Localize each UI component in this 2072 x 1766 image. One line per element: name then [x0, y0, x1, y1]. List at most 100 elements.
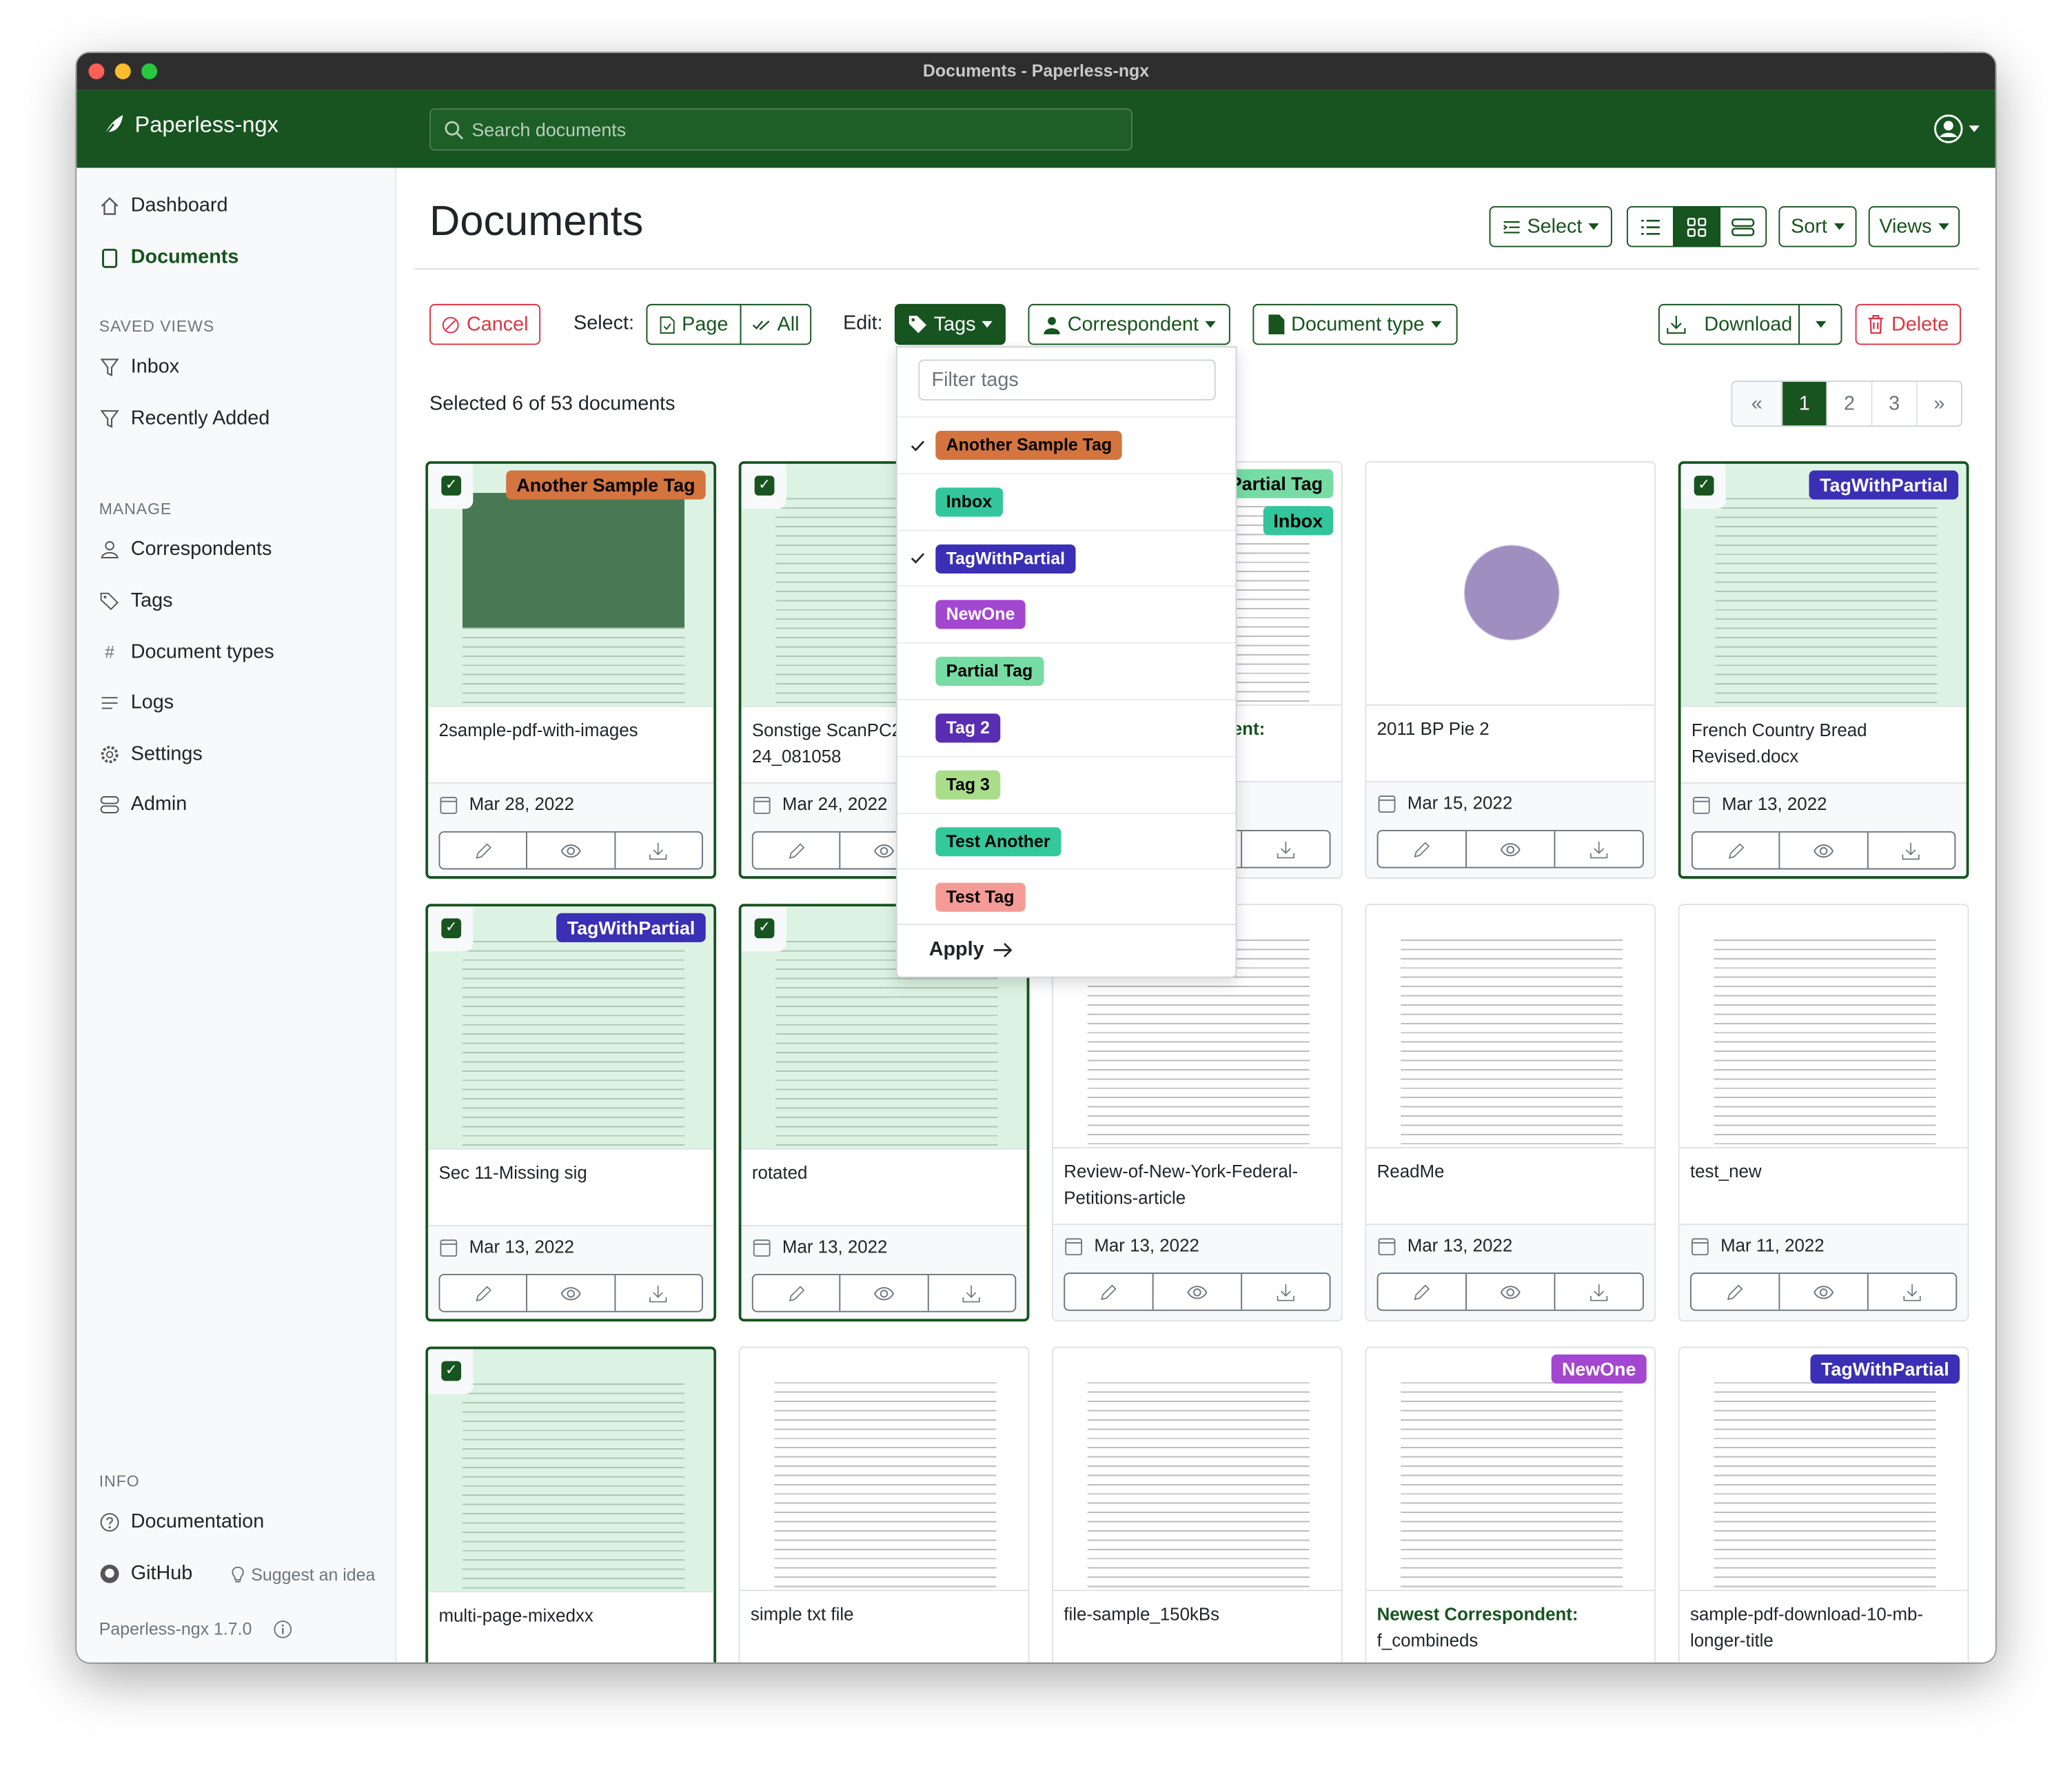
tag-option[interactable]: Inbox — [897, 472, 1236, 529]
document-thumbnail[interactable] — [428, 906, 714, 1150]
sidebar-item-github[interactable]: GitHub — [99, 1562, 192, 1585]
tag-badge[interactable]: NewOne — [1551, 1354, 1647, 1384]
document-card[interactable]: file-sample_150kBs — [1052, 1346, 1343, 1663]
edit-button[interactable] — [1692, 1274, 1779, 1310]
apply-button[interactable]: Apply — [929, 938, 1013, 961]
download-button[interactable] — [1241, 1274, 1329, 1310]
sidebar-item-documentation[interactable]: Documentation — [99, 1510, 264, 1533]
sidebar-item-logs[interactable]: Logs — [99, 691, 174, 713]
download-button[interactable] — [927, 1275, 1015, 1311]
sidebar-item-dashboard[interactable]: Dashboard — [99, 194, 227, 216]
edit-button[interactable] — [753, 833, 840, 869]
sidebar-item-settings[interactable]: Settings — [99, 742, 203, 765]
document-thumbnail[interactable] — [428, 1349, 714, 1593]
close-window-button[interactable] — [88, 63, 105, 80]
document-title[interactable]: Sec 11-Missing sig — [438, 1160, 676, 1186]
document-thumbnail[interactable] — [740, 1348, 1028, 1592]
select-checkbox[interactable]: ✓ — [741, 463, 786, 509]
document-card[interactable]: ✓ TagWithPartial Sec 11-Missing sig Mar … — [425, 904, 717, 1322]
document-card[interactable]: ✓ TagWithPartial French Country Bread Re… — [1678, 461, 1969, 879]
preview-button[interactable] — [526, 832, 614, 869]
document-thumbnail[interactable] — [1053, 1348, 1341, 1592]
preview-button[interactable] — [1465, 1274, 1554, 1310]
document-title[interactable]: 2sample-pdf-with-images — [438, 718, 676, 744]
tag-option[interactable]: Test Another — [897, 812, 1236, 869]
user-menu[interactable] — [1933, 114, 1980, 144]
preview-button[interactable] — [1465, 831, 1554, 867]
document-title[interactable]: rotated — [752, 1160, 990, 1186]
correspondent-label[interactable]: Newest Correspondent: — [1377, 1604, 1578, 1625]
select-checkbox[interactable]: ✓ — [428, 1349, 474, 1394]
sidebar-item-document-types[interactable]: # Document types — [99, 641, 274, 664]
preview-button[interactable] — [1152, 1274, 1241, 1310]
document-thumbnail[interactable] — [1366, 1348, 1655, 1592]
pagination-next[interactable]: » — [1916, 382, 1961, 426]
delete-button[interactable]: Delete — [1855, 303, 1961, 345]
sidebar-item-recently-added[interactable]: Recently Added — [99, 407, 270, 429]
document-thumbnail[interactable] — [1679, 1348, 1968, 1592]
edit-button[interactable] — [1379, 831, 1466, 867]
document-thumbnail[interactable] — [1366, 462, 1655, 706]
document-card[interactable]: 2011 BP Pie 2 Mar 15, 2022 — [1365, 461, 1656, 879]
sidebar-item-inbox[interactable]: Inbox — [99, 356, 179, 378]
small-cards-view-button[interactable] — [1673, 206, 1721, 247]
tag-badge[interactable]: TagWithPartial — [1809, 470, 1959, 500]
document-thumbnail[interactable] — [428, 463, 714, 707]
cancel-button[interactable]: Cancel — [429, 303, 541, 345]
tag-badge[interactable]: Inbox — [1263, 506, 1334, 536]
download-button[interactable] — [1867, 1274, 1956, 1310]
document-title[interactable]: French Country Bread Revised.docx — [1692, 718, 1929, 771]
document-card[interactable]: ✓ multi-page-mixedxx — [425, 1346, 717, 1663]
minimize-window-button[interactable] — [114, 63, 131, 80]
document-thumbnail[interactable] — [1680, 463, 1967, 707]
preview-button[interactable] — [839, 832, 927, 869]
correspondent-bulk-edit-button[interactable]: Correspondent — [1028, 303, 1230, 345]
document-title[interactable]: Review-of-New-York-Federal-Petitions-art… — [1064, 1159, 1301, 1212]
document-title[interactable]: Newest Correspondent: f_combineds — [1377, 1602, 1615, 1655]
pagination-prev[interactable]: « — [1732, 382, 1782, 426]
edit-button[interactable] — [1065, 1274, 1152, 1310]
select-page-button[interactable]: Page — [646, 303, 742, 345]
document-card[interactable]: ReadMe Mar 13, 2022 — [1365, 904, 1656, 1322]
tag-badge[interactable]: Partial Tag — [1219, 469, 1334, 498]
download-button[interactable] — [613, 832, 702, 869]
tag-option[interactable]: TagWithPartial — [897, 529, 1236, 586]
document-title[interactable]: sample-pdf-download-10-mb-longer-title — [1690, 1602, 1928, 1655]
document-title[interactable]: ReadMe — [1377, 1159, 1615, 1185]
download-button[interactable] — [1554, 831, 1643, 867]
tag-option[interactable]: Test Tag — [897, 869, 1236, 925]
search-input[interactable] — [471, 119, 1106, 141]
select-checkbox[interactable]: ✓ — [741, 906, 786, 952]
document-title[interactable]: 2011 BP Pie 2 — [1377, 716, 1615, 742]
search-box[interactable] — [429, 108, 1133, 151]
document-card[interactable]: NewOne Newest Correspondent: f_combineds — [1365, 1346, 1656, 1663]
edit-button[interactable] — [1693, 833, 1779, 869]
select-dropdown-button[interactable]: Select — [1489, 206, 1612, 247]
document-title[interactable]: Sonstige ScanPC2 24_081058 — [752, 718, 990, 771]
pagination-page-1[interactable]: 1 — [1781, 382, 1827, 426]
sort-dropdown-button[interactable]: Sort — [1778, 206, 1857, 247]
tag-option[interactable]: Partial Tag — [897, 642, 1236, 699]
download-button[interactable] — [1867, 832, 1954, 869]
pagination-page-2[interactable]: 2 — [1826, 382, 1871, 426]
select-checkbox[interactable]: ✓ — [428, 906, 474, 952]
document-title[interactable]: multi-page-mixedxx — [438, 1603, 676, 1629]
download-options-button[interactable] — [1798, 303, 1842, 345]
document-card[interactable]: ✓ Another Sample Tag 2sample-pdf-with-im… — [425, 461, 717, 879]
tag-option[interactable]: Tag 3 — [897, 755, 1236, 812]
app-logo[interactable]: Paperless-ngx — [101, 112, 278, 139]
sidebar-item-correspondents[interactable]: Correspondents — [99, 538, 272, 560]
select-checkbox[interactable]: ✓ — [1680, 463, 1726, 509]
edit-button[interactable] — [1379, 1274, 1466, 1310]
tag-badge[interactable]: TagWithPartial — [556, 913, 706, 942]
tag-option[interactable]: NewOne — [897, 586, 1236, 642]
document-type-bulk-edit-button[interactable]: Document type — [1252, 303, 1458, 345]
maximize-window-button[interactable] — [141, 63, 158, 80]
download-button[interactable] — [613, 1275, 702, 1311]
tag-option[interactable]: Another Sample Tag — [897, 416, 1236, 473]
select-all-button[interactable]: All — [740, 303, 812, 345]
list-view-button[interactable] — [1626, 206, 1674, 247]
preview-button[interactable] — [526, 1275, 614, 1311]
select-checkbox[interactable]: ✓ — [428, 463, 474, 509]
preview-button[interactable] — [1779, 832, 1867, 869]
